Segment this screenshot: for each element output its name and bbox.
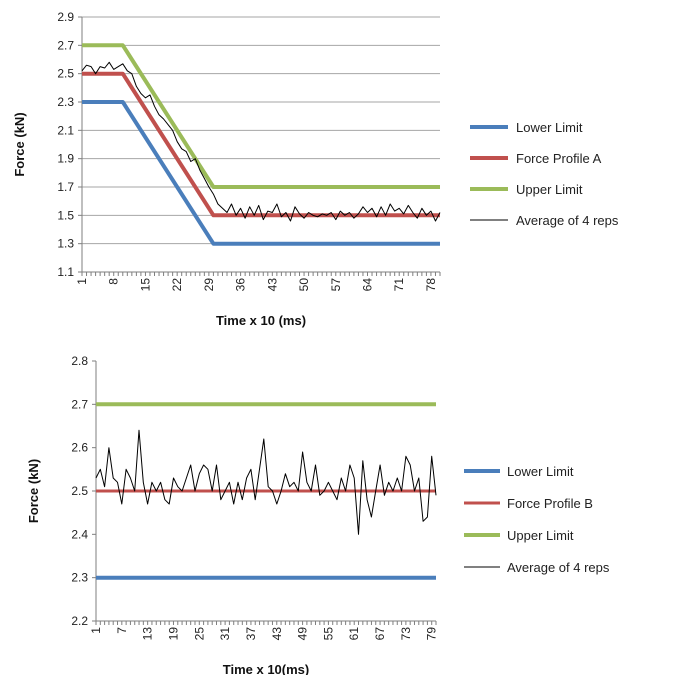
series-line-force-profile-a [82, 71, 440, 218]
x-tick-label: 22 [170, 278, 184, 292]
y-tick-label: 2.8 [71, 354, 88, 368]
y-tick-label: 1.3 [57, 237, 74, 251]
x-tick-label: 71 [392, 278, 406, 292]
y-tick-label: 1.9 [57, 152, 74, 166]
legend-label: Upper Limit [516, 182, 583, 197]
x-tick-label: 57 [329, 278, 343, 292]
y-tick-label: 2.3 [71, 571, 88, 585]
y-tick-label: 2.4 [71, 527, 88, 541]
x-tick-label: 1 [75, 278, 89, 285]
x-tick-label: 78 [424, 278, 438, 292]
y-tick-label: 2.9 [57, 10, 74, 24]
x-tick-label: 64 [360, 278, 374, 292]
chart-force-profile-a: 1.1 1.3 1.5 1.7 1.9 2.1 2.3 2.5 2.7 2.9 1 8 15 22 29 36… [12, 10, 619, 328]
x-tick-label: 37 [244, 627, 258, 641]
x-tick-label: 43 [265, 278, 279, 292]
y-tick-label: 2.5 [71, 484, 88, 498]
series-line-lower-limit [82, 100, 440, 246]
legend-label: Average of 4 reps [507, 560, 610, 575]
x-tick-label: 29 [202, 278, 216, 292]
legend-label: Average of 4 reps [516, 213, 619, 228]
x-tick-label: 55 [321, 627, 335, 641]
legend-label: Upper Limit [507, 528, 574, 543]
y-tick-label: 1.1 [57, 265, 74, 279]
y-tick-label: 1.5 [57, 208, 74, 222]
y-tick-label: 2.6 [71, 441, 88, 455]
series-line-upper-limit [82, 43, 440, 189]
y-axis-title: Force (kN) [12, 112, 27, 176]
y-tick-label: 2.5 [57, 67, 74, 81]
x-tick-label: 31 [218, 627, 232, 641]
y-tick-label: 1.7 [57, 180, 74, 194]
legend-label: Lower Limit [507, 464, 574, 479]
y-axis-title: Force (kN) [26, 459, 41, 523]
x-tick-label: 8 [107, 278, 121, 285]
x-tick-label: 49 [296, 627, 310, 641]
y-tick-label: 2.7 [57, 38, 74, 52]
x-tick-label: 50 [297, 278, 311, 292]
y-tick-label: 2.1 [57, 123, 74, 137]
series-line-average-of-4-reps [81, 61, 441, 222]
chart-force-profile-b: 2.2 2.3 2.4 2.5 2.6 2.7 2.8 1 7 13 19 25 31 37 43 49 55 6… [26, 354, 610, 675]
x-tick-label: 67 [373, 627, 387, 641]
x-tick-label: 25 [192, 627, 206, 641]
legend-label: Force Profile A [516, 151, 602, 166]
x-axis-title: Time x 10 (ms) [216, 313, 306, 328]
x-tick-label: 61 [347, 627, 361, 641]
legend-label: Lower Limit [516, 120, 583, 135]
x-tick-label: 19 [166, 627, 180, 641]
x-tick-label: 7 [115, 627, 129, 634]
x-tick-label: 36 [234, 278, 248, 292]
y-tick-label: 2.2 [71, 614, 88, 628]
y-tick-label: 2.3 [57, 95, 74, 109]
series-line-average-of-4-reps [95, 429, 437, 535]
x-tick-label: 13 [141, 627, 155, 641]
x-tick-label: 43 [270, 627, 284, 641]
legend-label: Force Profile B [507, 496, 593, 511]
x-tick-label: 73 [399, 627, 413, 641]
x-axis-title: Time x 10(ms) [223, 662, 309, 675]
x-tick-label: 15 [138, 278, 152, 292]
x-tick-label: 79 [425, 627, 439, 641]
x-tick-label: 1 [89, 627, 103, 634]
y-tick-label: 2.7 [71, 397, 88, 411]
